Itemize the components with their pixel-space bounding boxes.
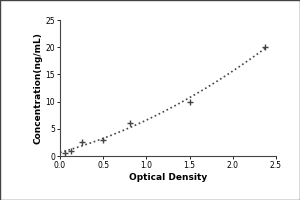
X-axis label: Optical Density: Optical Density [129,173,207,182]
Y-axis label: Concentration(ng/mL): Concentration(ng/mL) [34,32,43,144]
